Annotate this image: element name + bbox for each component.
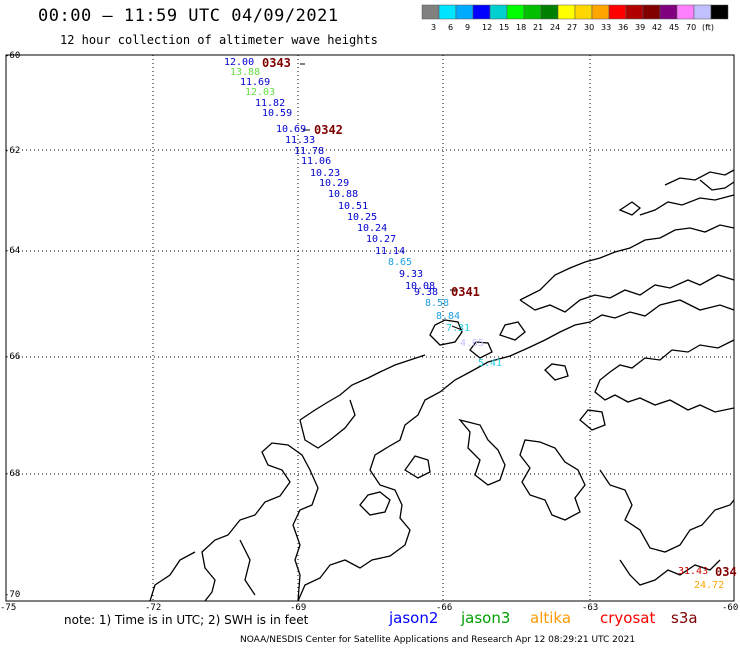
scale-label: 36 bbox=[618, 23, 629, 32]
wave-height-value: 9.33 bbox=[399, 269, 424, 280]
scale-label: 9 bbox=[465, 23, 471, 32]
scale-label: 33 bbox=[601, 23, 612, 32]
wave-height-value: 8.58 bbox=[425, 298, 450, 309]
legend-jason2: jason2 bbox=[389, 609, 439, 627]
lat-label: -66 bbox=[4, 352, 21, 362]
wave-height-value: 11.78 bbox=[294, 146, 325, 157]
pass-time-label: 0341 bbox=[451, 285, 480, 299]
lon-label: -69 bbox=[290, 603, 307, 613]
map-frame bbox=[5, 54, 735, 602]
wave-height-value: 12.00 bbox=[224, 57, 255, 68]
coastline bbox=[149, 169, 735, 602]
lat-label: -62 bbox=[4, 146, 21, 156]
pass-time-label: 034 bbox=[715, 565, 737, 579]
scale-label: 70 bbox=[686, 23, 697, 32]
lon-label: -72 bbox=[145, 603, 162, 613]
wave-height-value: 10.29 bbox=[319, 178, 350, 189]
wave-height-value: 8.84 bbox=[436, 311, 461, 322]
wave-height-value: 5.41 bbox=[478, 358, 503, 369]
map-title: 00:00 – 11:59 UTC 04/09/2021 bbox=[38, 6, 339, 26]
wave-height-value: 8.65 bbox=[388, 257, 413, 268]
color-scale-bar: 3 6 9 12 15 18 21 24 27 30 33 36 39 42 4… bbox=[421, 4, 731, 38]
legend-s3a: s3a bbox=[671, 609, 698, 627]
pass-time-label: 0342 bbox=[314, 123, 343, 137]
wave-height-value: 11.69 bbox=[240, 77, 271, 88]
wave-height-value: 10.51 bbox=[338, 201, 369, 212]
wave-height-value: 9.38 bbox=[414, 287, 439, 298]
wave-height-value: 10.59 bbox=[262, 108, 293, 119]
satellite-track bbox=[300, 63, 463, 331]
wave-height-value: 10.24 bbox=[357, 223, 388, 234]
color-scale-swatches bbox=[421, 4, 729, 20]
wave-height-value: 11.33 bbox=[285, 135, 316, 146]
wave-height-value: 11.06 bbox=[301, 156, 332, 167]
legend-altika: altika bbox=[530, 609, 572, 627]
wave-height-value: 10.23 bbox=[310, 168, 341, 179]
lon-label: -75 bbox=[0, 603, 17, 613]
legend-cryosat: cryosat bbox=[600, 609, 656, 627]
lon-label: -63 bbox=[582, 603, 599, 613]
legend-jason3: jason3 bbox=[461, 609, 511, 627]
wave-height-value: 4.65 bbox=[460, 338, 485, 349]
scale-label: 21 bbox=[533, 23, 544, 32]
wave-height-value: 11.82 bbox=[255, 98, 286, 109]
wave-height-value: 10.27 bbox=[366, 234, 397, 245]
wave-height-value: 10.08 bbox=[405, 281, 436, 292]
lon-label: -60 bbox=[722, 603, 739, 613]
footnote: note: 1) Time is in UTC; 2) SWH is in fe… bbox=[64, 613, 309, 627]
wave-height-value: 24.72 bbox=[694, 580, 725, 591]
credit-line: NOAA/NESDIS Center for Satellite Applica… bbox=[240, 635, 636, 645]
scale-label: 24 bbox=[550, 23, 561, 32]
wave-height-value: 10.69 bbox=[276, 124, 307, 135]
wave-height-value: 10.88 bbox=[328, 189, 359, 200]
lat-label: -68 bbox=[4, 469, 21, 479]
color-scale-svg bbox=[421, 4, 729, 20]
scale-label: 42 bbox=[652, 23, 663, 32]
scale-label: 45 bbox=[669, 23, 680, 32]
lat-label: -60 bbox=[4, 51, 21, 61]
wave-height-value: 31.43 bbox=[678, 566, 709, 577]
scale-label: 6 bbox=[448, 23, 454, 32]
lat-label: -64 bbox=[4, 246, 21, 256]
wave-height-value: 10.25 bbox=[347, 212, 378, 223]
graticule bbox=[6, 55, 734, 601]
map-subtitle: 12 hour collection of altimeter wave hei… bbox=[60, 33, 378, 47]
scale-label: 27 bbox=[567, 23, 578, 32]
scale-label: 18 bbox=[516, 23, 527, 32]
wave-height-value: 13.88 bbox=[230, 67, 261, 78]
scale-label: 39 bbox=[635, 23, 646, 32]
scale-label: (ft) bbox=[702, 23, 715, 32]
scale-label: 3 bbox=[431, 23, 437, 32]
color-swatch bbox=[710, 4, 729, 20]
scale-label: 12 bbox=[482, 23, 493, 32]
wave-height-value: 7.31 bbox=[446, 323, 471, 334]
pass-time-label: 0343 bbox=[262, 56, 291, 70]
scale-label: 15 bbox=[499, 23, 510, 32]
lon-label: -66 bbox=[436, 603, 453, 613]
lat-label: -70 bbox=[4, 590, 21, 600]
scale-label: 30 bbox=[584, 23, 595, 32]
wave-height-value: 12.03 bbox=[245, 87, 276, 98]
wave-height-value: 11.14 bbox=[375, 246, 406, 257]
